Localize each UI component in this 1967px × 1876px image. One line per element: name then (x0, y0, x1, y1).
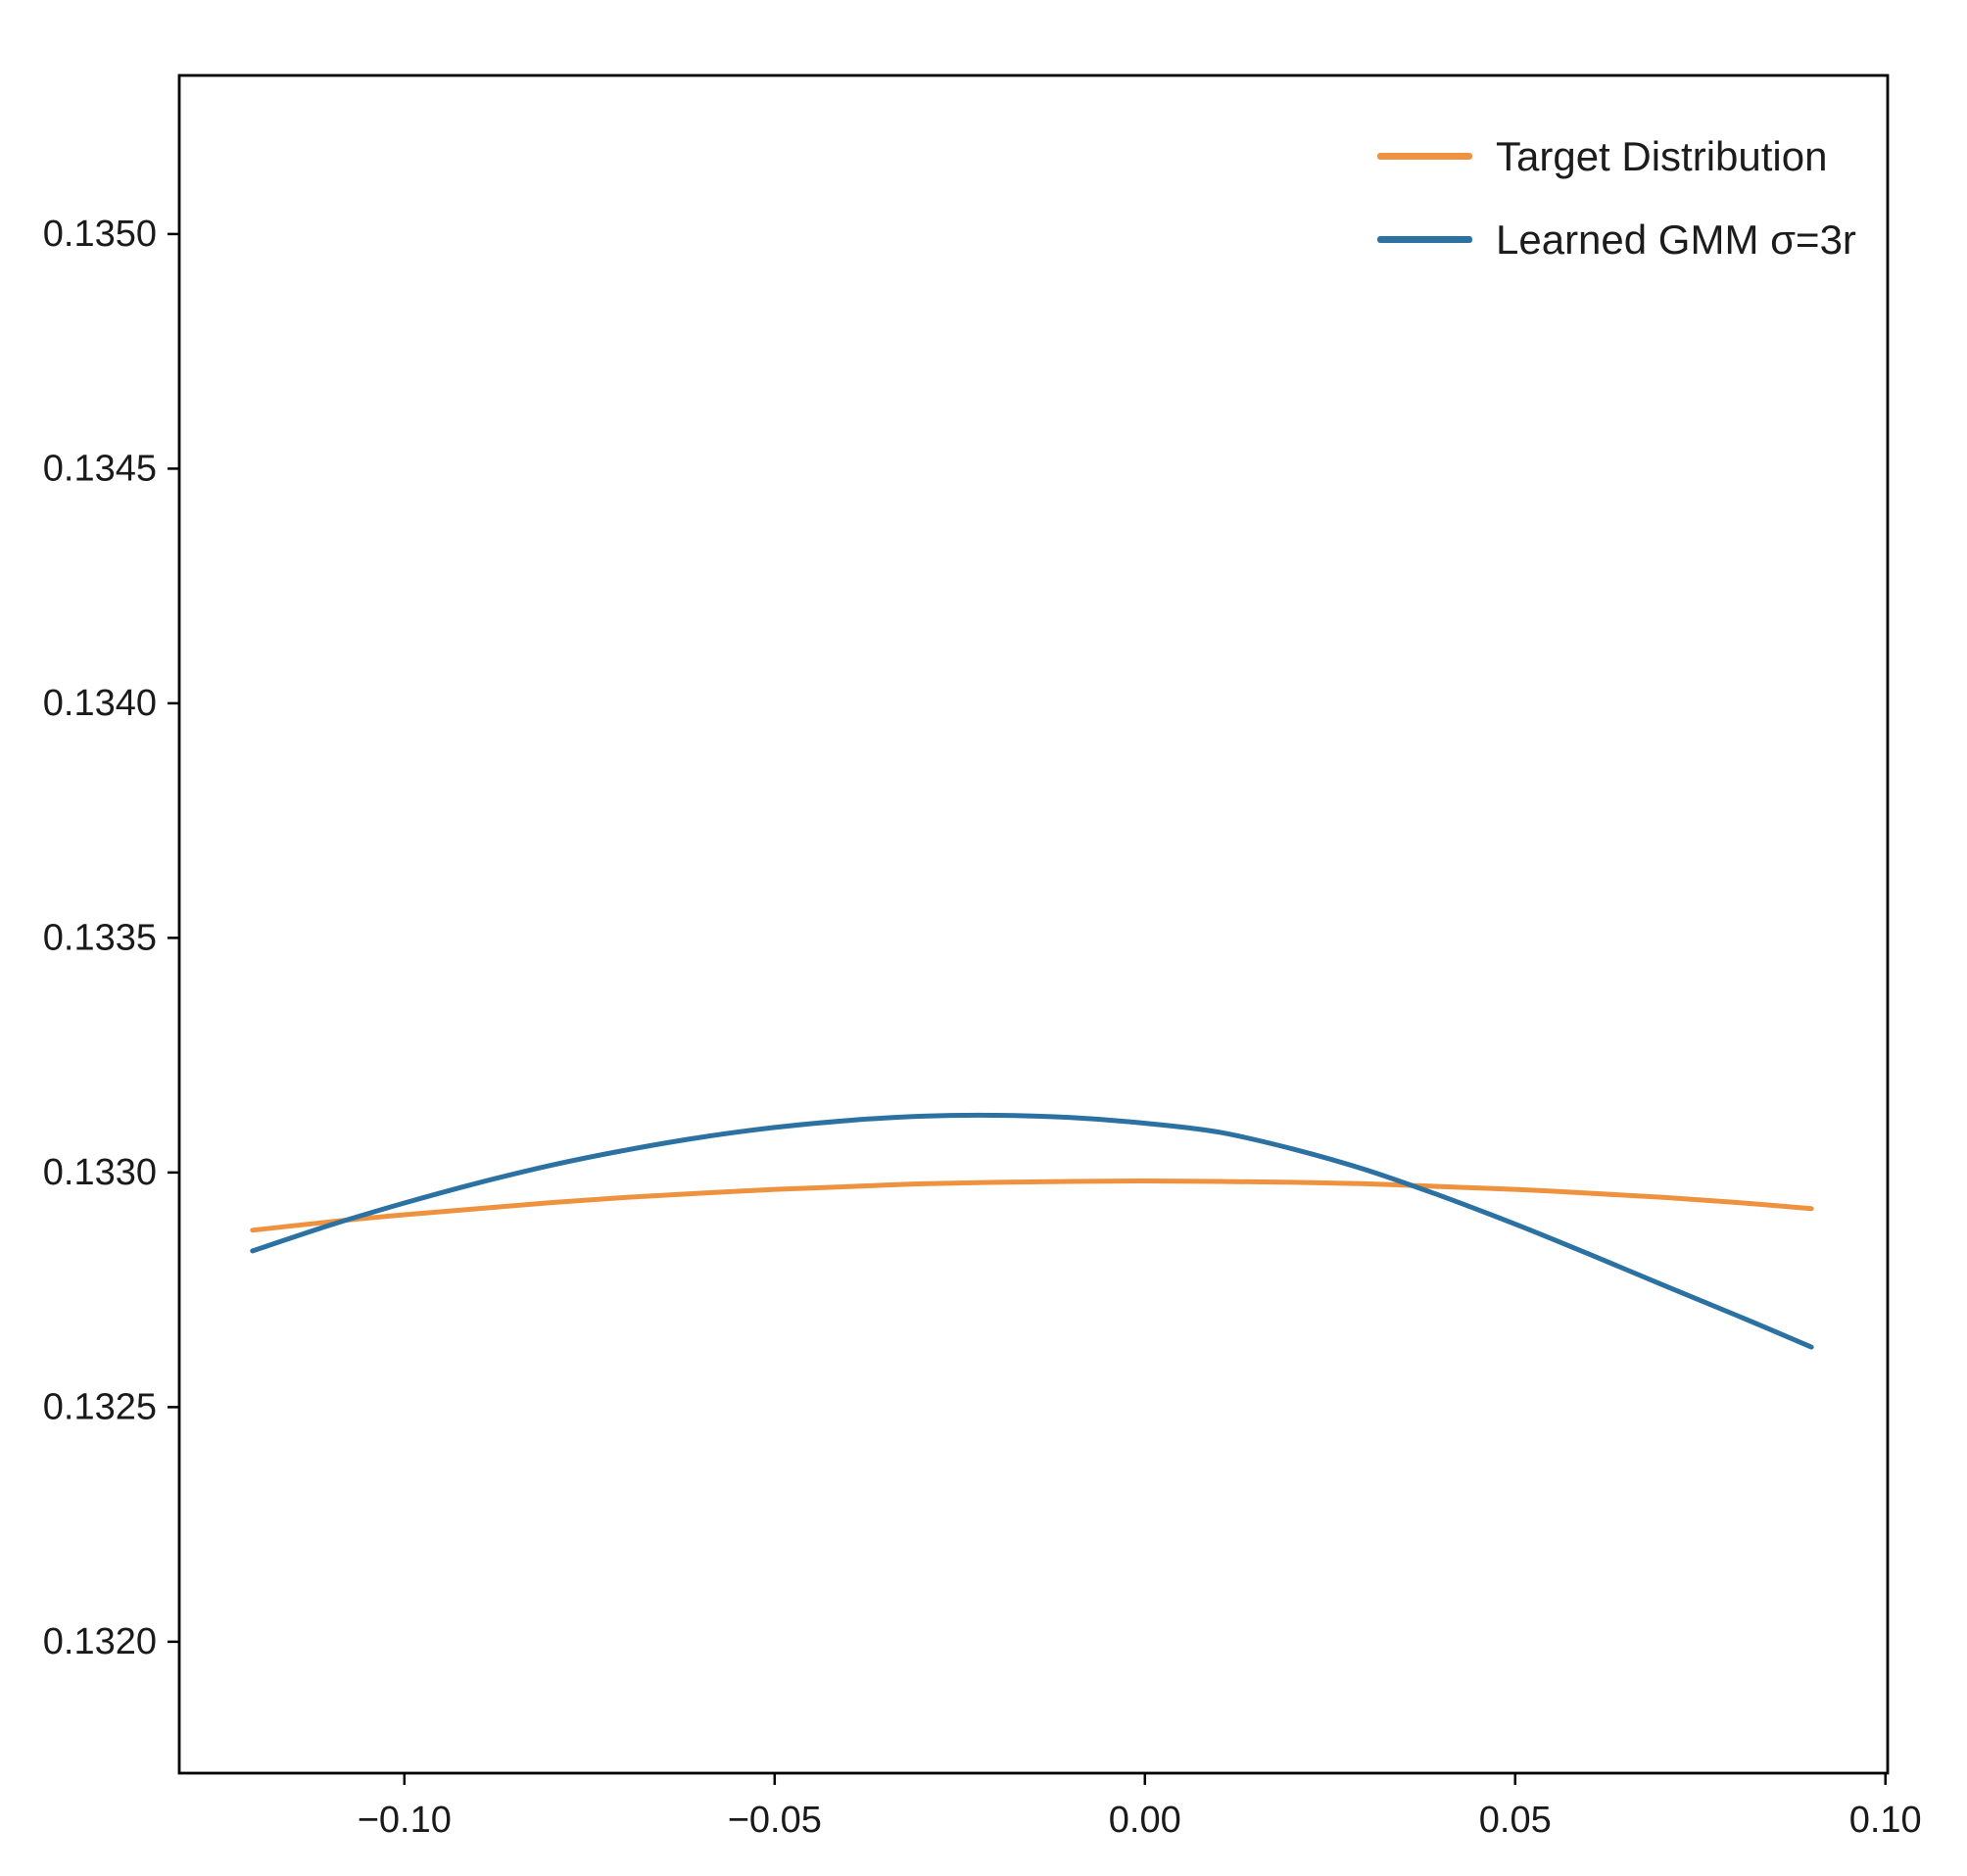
series-line-target-distribution (250, 1178, 1814, 1233)
legend-row-target-distribution: Target Distribution (1377, 115, 1856, 198)
x-tick-label: 0.00 (1109, 1800, 1181, 1841)
x-tick-label: 0.05 (1479, 1800, 1552, 1841)
x-tick-label: 0.10 (1849, 1800, 1922, 1841)
y-tick-label: 0.1325 (43, 1386, 157, 1427)
legend: Target Distribution Learned GMM σ=3r (1377, 115, 1856, 281)
series-line-learned-gmm (250, 1112, 1814, 1350)
legend-line-swatch-target (1377, 153, 1472, 160)
x-tick-label: −0.05 (728, 1800, 822, 1841)
plot-spines (177, 73, 1890, 1775)
y-tick-label: 0.1330 (43, 1152, 157, 1193)
x-tick-label: −0.10 (358, 1800, 452, 1841)
y-tick-label: 0.1340 (43, 683, 157, 724)
legend-row-learned-gmm: Learned GMM σ=3r (1377, 198, 1856, 281)
y-tick-label: 0.1345 (43, 448, 157, 489)
legend-label-gmm: Learned GMM σ=3r (1496, 216, 1856, 263)
y-tick-label: 0.1320 (43, 1621, 157, 1662)
legend-label-target: Target Distribution (1496, 132, 1828, 179)
y-tick-label: 0.1335 (43, 917, 157, 958)
y-tick-label: 0.1350 (43, 214, 157, 255)
legend-line-swatch-gmm (1377, 236, 1472, 243)
